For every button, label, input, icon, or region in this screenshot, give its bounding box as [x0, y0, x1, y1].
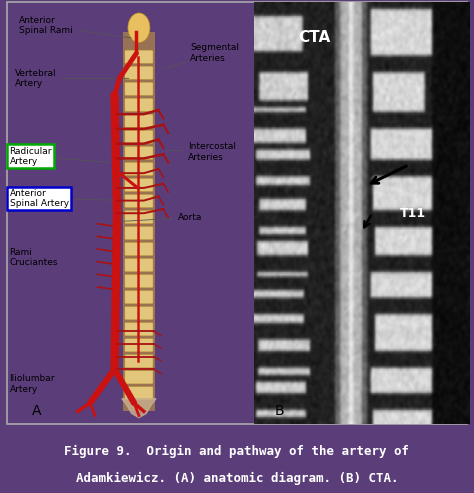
FancyBboxPatch shape — [125, 242, 153, 256]
Text: Vertebral
Artery: Vertebral Artery — [14, 69, 129, 88]
Text: Adamkiewicz. (A) anatomic diagram. (B) CTA.: Adamkiewicz. (A) anatomic diagram. (B) C… — [76, 472, 398, 485]
FancyBboxPatch shape — [125, 130, 153, 143]
Text: Segmental
Arteries: Segmental Arteries — [164, 43, 239, 69]
Bar — [123, 32, 155, 411]
FancyBboxPatch shape — [125, 194, 153, 208]
Text: Anterior
Spinal Rami: Anterior Spinal Rami — [19, 16, 131, 38]
FancyBboxPatch shape — [125, 178, 153, 192]
FancyBboxPatch shape — [125, 290, 153, 304]
Text: Rami
Cruciantes: Rami Cruciantes — [9, 248, 58, 267]
FancyBboxPatch shape — [125, 387, 153, 400]
FancyBboxPatch shape — [125, 66, 153, 79]
FancyBboxPatch shape — [125, 258, 153, 272]
FancyBboxPatch shape — [125, 274, 153, 288]
FancyBboxPatch shape — [125, 162, 153, 176]
FancyBboxPatch shape — [125, 146, 153, 160]
FancyBboxPatch shape — [125, 322, 153, 336]
FancyBboxPatch shape — [125, 50, 153, 64]
Text: A: A — [32, 404, 41, 418]
Text: Iliolumbar
Artery: Iliolumbar Artery — [9, 374, 55, 393]
FancyBboxPatch shape — [125, 114, 153, 128]
Polygon shape — [122, 399, 156, 418]
FancyBboxPatch shape — [125, 226, 153, 240]
Text: B: B — [274, 404, 284, 418]
Text: Intercostal
Arteries: Intercostal Arteries — [166, 142, 236, 162]
Text: CTA: CTA — [298, 30, 330, 45]
Text: Figure 9.  Origin and pathway of the artery of: Figure 9. Origin and pathway of the arte… — [64, 445, 410, 458]
FancyBboxPatch shape — [125, 354, 153, 368]
FancyBboxPatch shape — [125, 338, 153, 352]
FancyBboxPatch shape — [125, 306, 153, 320]
FancyBboxPatch shape — [125, 98, 153, 111]
FancyBboxPatch shape — [125, 211, 153, 224]
Text: Anterior
Spinal Artery: Anterior Spinal Artery — [9, 189, 133, 208]
FancyBboxPatch shape — [125, 370, 153, 384]
Ellipse shape — [128, 13, 150, 42]
Text: Aorta: Aorta — [120, 213, 202, 222]
Text: Radicular
Artery: Radicular Artery — [9, 146, 109, 166]
FancyBboxPatch shape — [125, 82, 153, 96]
Text: T11: T11 — [400, 207, 427, 220]
